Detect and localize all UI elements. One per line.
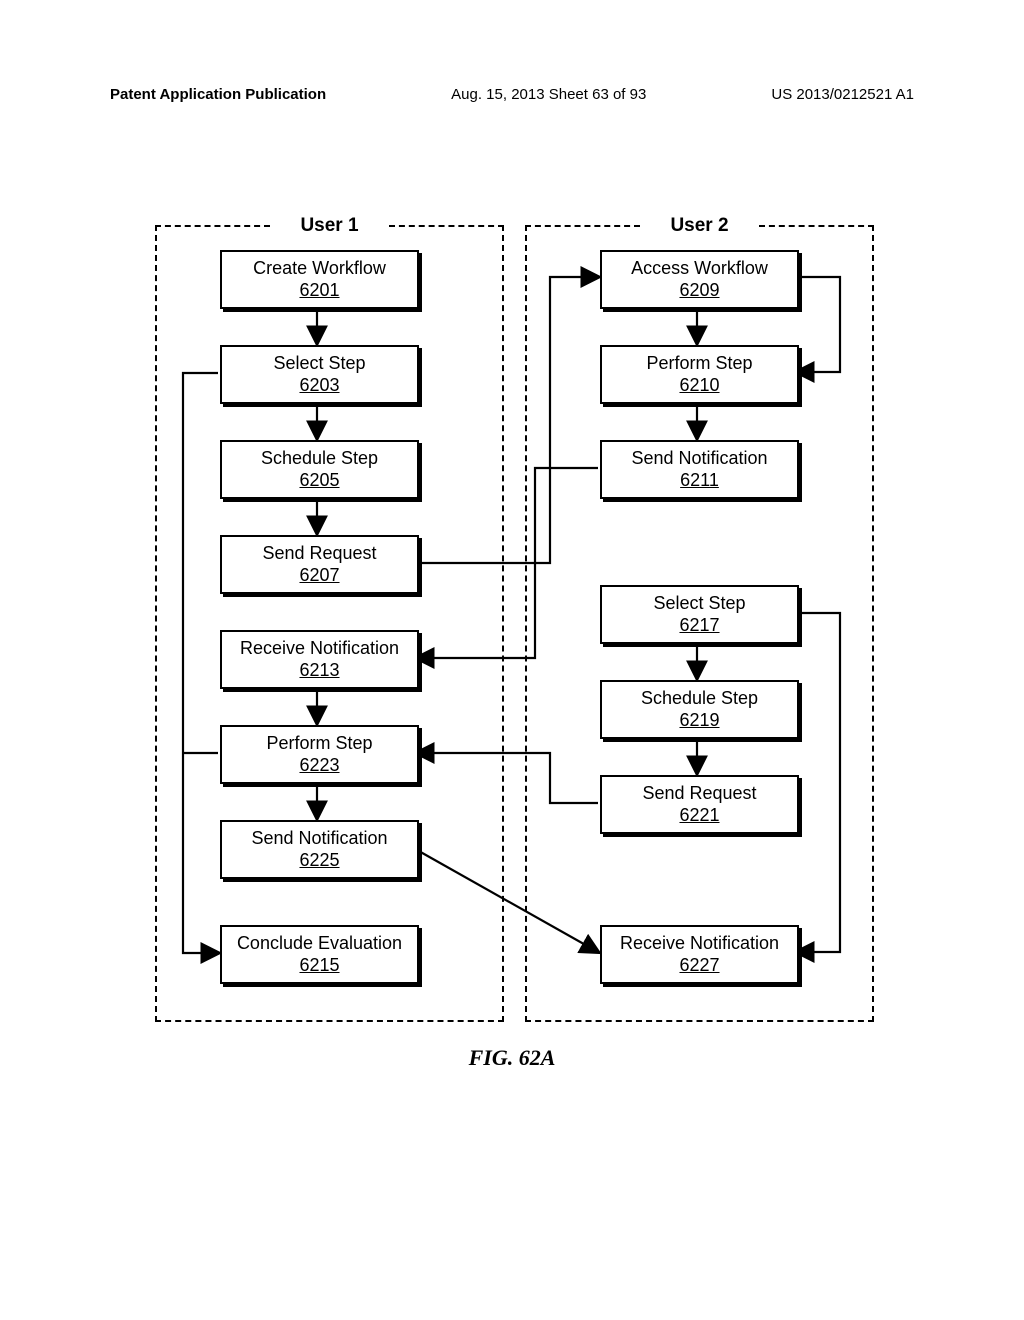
box-number: 6215 <box>299 955 339 977</box>
box-label: Schedule Step <box>641 688 758 710</box>
box-6219: Schedule Step6219 <box>600 680 799 739</box>
box-number: 6210 <box>679 375 719 397</box>
header-center: Aug. 15, 2013 Sheet 63 of 93 <box>451 86 646 103</box>
box-label: Send Notification <box>251 828 387 850</box>
box-label: Schedule Step <box>261 448 378 470</box>
box-number: 6225 <box>299 850 339 872</box>
page-header: Patent Application Publication Aug. 15, … <box>110 86 914 103</box>
box-6217: Select Step6217 <box>600 585 799 644</box>
box-number: 6211 <box>680 470 719 492</box>
box-number: 6223 <box>299 755 339 777</box>
box-6225: Send Notification6225 <box>220 820 419 879</box>
box-label: Receive Notification <box>240 638 399 660</box>
box-6227: Receive Notification6227 <box>600 925 799 984</box>
box-number: 6221 <box>679 805 719 827</box>
box-label: Conclude Evaluation <box>237 933 402 955</box>
box-number: 6203 <box>299 375 339 397</box>
box-6210: Perform Step6210 <box>600 345 799 404</box>
box-6209: Access Workflow6209 <box>600 250 799 309</box>
box-label: Send Notification <box>631 448 767 470</box>
box-number: 6205 <box>299 470 339 492</box>
box-number: 6201 <box>299 280 339 302</box>
flowchart-diagram: User 1 User 2 Create Workflow6201Select … <box>155 225 869 1020</box>
box-label: Send Request <box>262 543 376 565</box>
box-number: 6209 <box>679 280 719 302</box>
box-label: Perform Step <box>266 733 372 755</box>
box-label: Perform Step <box>646 353 752 375</box>
box-number: 6227 <box>679 955 719 977</box>
box-6201: Create Workflow6201 <box>220 250 419 309</box>
box-number: 6219 <box>679 710 719 732</box>
box-6203: Select Step6203 <box>220 345 419 404</box>
box-label: Create Workflow <box>253 258 386 280</box>
header-right: US 2013/0212521 A1 <box>771 86 914 103</box>
box-6205: Schedule Step6205 <box>220 440 419 499</box>
box-6223: Perform Step6223 <box>220 725 419 784</box>
header-left: Patent Application Publication <box>110 86 326 103</box>
box-number: 6217 <box>679 615 719 637</box>
box-label: Receive Notification <box>620 933 779 955</box>
box-6211: Send Notification6211 <box>600 440 799 499</box>
box-number: 6213 <box>299 660 339 682</box>
figure-caption: FIG. 62A <box>0 1045 1024 1071</box>
box-6213: Receive Notification6213 <box>220 630 419 689</box>
box-6215: Conclude Evaluation6215 <box>220 925 419 984</box>
box-label: Send Request <box>642 783 756 805</box>
box-number: 6207 <box>299 565 339 587</box>
box-label: Select Step <box>273 353 365 375</box>
box-6207: Send Request6207 <box>220 535 419 594</box>
box-label: Access Workflow <box>631 258 768 280</box>
box-label: Select Step <box>653 593 745 615</box>
box-6221: Send Request6221 <box>600 775 799 834</box>
